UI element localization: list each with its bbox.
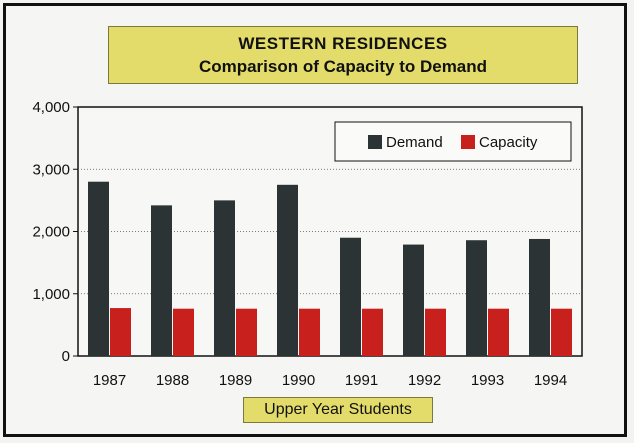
y-tick-label: 3,000 bbox=[32, 161, 70, 178]
bar-capacity-1994 bbox=[551, 308, 572, 356]
bar-capacity-1992 bbox=[425, 308, 446, 356]
bar-capacity-1990 bbox=[299, 308, 320, 356]
bar-capacity-1993 bbox=[488, 308, 509, 356]
x-tick-label: 1987 bbox=[93, 372, 126, 389]
bar-demand-1990 bbox=[277, 184, 298, 356]
bar-capacity-1987 bbox=[110, 308, 131, 356]
x-tick-label: 1994 bbox=[534, 372, 567, 389]
legend-label-demand: Demand bbox=[386, 134, 443, 151]
x-tick-label: 1992 bbox=[408, 372, 441, 389]
bars bbox=[88, 181, 572, 356]
x-axis-label: Upper Year Students bbox=[243, 397, 433, 423]
bar-demand-1991 bbox=[340, 237, 361, 356]
bar-demand-1994 bbox=[529, 238, 550, 356]
bar-demand-1989 bbox=[214, 200, 235, 356]
bar-capacity-1991 bbox=[362, 308, 383, 356]
chart-subtitle: Comparison of Capacity to Demand bbox=[198, 57, 488, 76]
legend-swatch-capacity bbox=[461, 135, 475, 149]
bar-demand-1992 bbox=[403, 244, 424, 356]
bar-capacity-1989 bbox=[236, 308, 257, 356]
chart-title-box: WESTERN RESIDENCES Comparison of Capacit… bbox=[108, 26, 578, 84]
x-tick-label: 1993 bbox=[471, 372, 504, 389]
legend-swatch-demand bbox=[368, 135, 382, 149]
y-axis-ticks: 0 1,000 2,000 3,000 4,000 bbox=[32, 99, 78, 365]
legend-label-capacity: Capacity bbox=[479, 134, 538, 151]
x-tick-label: 1989 bbox=[219, 372, 252, 389]
x-tick-label: 1990 bbox=[282, 372, 315, 389]
y-tick-label: 2,000 bbox=[32, 224, 70, 241]
y-tick-label: 0 bbox=[62, 348, 70, 365]
x-tick-label: 1991 bbox=[345, 372, 378, 389]
x-tick-label: 1988 bbox=[156, 372, 189, 389]
bar-demand-1993 bbox=[466, 240, 487, 356]
chart-title: WESTERN RESIDENCES bbox=[238, 34, 448, 53]
y-tick-label: 4,000 bbox=[32, 99, 70, 116]
bar-demand-1988 bbox=[151, 205, 172, 356]
bar-capacity-1988 bbox=[173, 308, 194, 356]
x-axis-ticks: 1987 1988 1989 1990 1991 1992 1993 1994 bbox=[93, 372, 567, 389]
bar-demand-1987 bbox=[88, 181, 109, 356]
y-tick-label: 1,000 bbox=[32, 286, 70, 303]
legend: Demand Capacity bbox=[334, 121, 572, 162]
